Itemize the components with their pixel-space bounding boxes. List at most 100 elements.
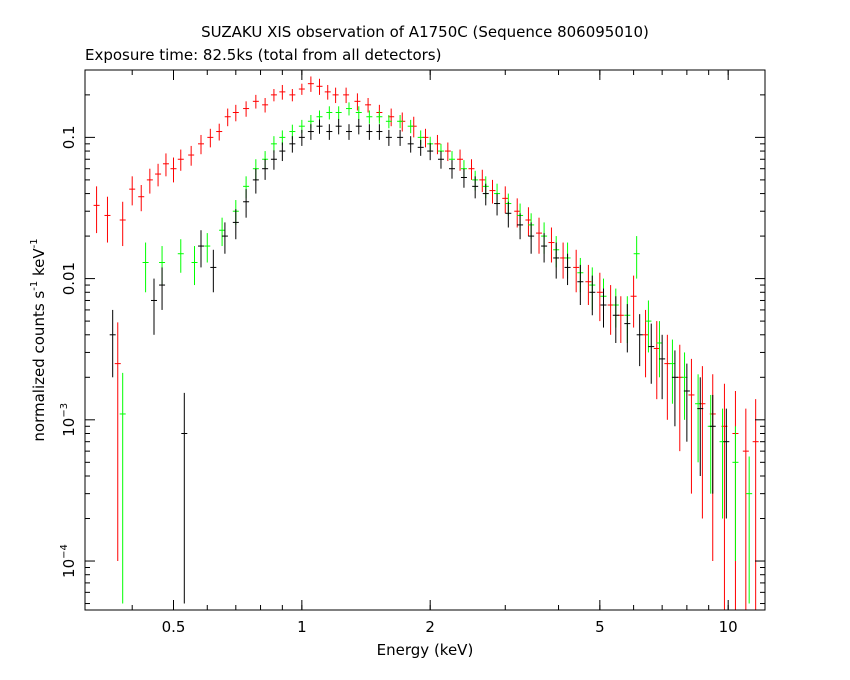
data-point (385, 115, 392, 129)
data-point (397, 129, 404, 146)
data-point (468, 159, 475, 180)
y-axis-label-base: normalized counts s (30, 291, 48, 442)
data-point (746, 456, 753, 604)
y-axis-label: normalized counts s-1 keV-1 (29, 238, 48, 441)
data-point (354, 93, 361, 111)
data-point (232, 209, 239, 240)
data-point (514, 198, 521, 228)
data-point (642, 309, 649, 378)
x-tick-label: 5 (595, 618, 605, 636)
data-point (262, 159, 269, 180)
data-point (177, 149, 184, 171)
data-point (207, 128, 214, 148)
data-point (181, 392, 188, 604)
y-axis-label-sup2: -1 (29, 238, 40, 248)
data-point (307, 76, 314, 92)
data-point (366, 110, 373, 124)
data-point (298, 83, 305, 95)
data-point (553, 242, 560, 279)
data-point (289, 89, 296, 102)
data-point (335, 106, 342, 120)
data-point (564, 253, 571, 286)
data-point (376, 124, 383, 140)
data-point (262, 98, 269, 113)
y-tick-label: 0.01 (60, 262, 78, 295)
data-point (683, 363, 690, 442)
data-point (146, 168, 153, 194)
data-point (270, 89, 277, 102)
data-point (191, 246, 198, 286)
x-axis-label: Energy (keV) (377, 641, 474, 659)
data-point (648, 323, 655, 384)
data-point (407, 119, 414, 134)
data-point (252, 168, 259, 194)
data-point (279, 142, 286, 162)
data-point (289, 136, 296, 153)
data-layer (93, 76, 759, 610)
data-point (355, 106, 362, 120)
data-point (138, 185, 145, 212)
data-point (345, 102, 352, 116)
y-tick-label: 10−3 (59, 403, 78, 437)
data-point (422, 128, 429, 148)
data-point (742, 408, 749, 610)
data-point (659, 334, 666, 400)
data-point (376, 110, 383, 124)
data-point (142, 242, 149, 293)
data-point (505, 201, 512, 228)
data-point (600, 288, 607, 328)
x-tick-label: 10 (719, 618, 738, 636)
data-point (159, 267, 166, 310)
data-point (697, 377, 704, 477)
data-point (612, 296, 619, 343)
data-point (448, 160, 455, 179)
data-point (573, 249, 580, 293)
data-point (326, 106, 333, 120)
data-point (397, 115, 404, 129)
data-point (221, 222, 228, 254)
series-1 (119, 102, 753, 604)
data-point (177, 239, 184, 273)
data-point (636, 314, 643, 367)
data-point (366, 124, 373, 140)
chart-title: SUZAKU XIS observation of A1750C (Sequen… (201, 23, 649, 41)
data-point (444, 142, 451, 162)
y-axis-label-sup1: -1 (29, 281, 40, 291)
data-point (664, 334, 671, 420)
data-point (243, 101, 250, 117)
data-point (119, 372, 126, 604)
data-point (607, 285, 614, 335)
data-point (630, 275, 637, 328)
data-point (170, 157, 177, 183)
data-point (204, 233, 211, 263)
data-point (345, 124, 352, 140)
data-point (656, 321, 663, 378)
data-point (252, 94, 259, 109)
data-point (653, 321, 660, 400)
data-point (437, 151, 444, 169)
data-point (525, 207, 532, 237)
data-point (219, 217, 226, 247)
data-point (155, 163, 162, 187)
data-point (335, 118, 342, 135)
data-point (434, 134, 441, 155)
data-point (332, 87, 339, 104)
data-point (732, 426, 739, 562)
data-point (460, 168, 467, 188)
data-point (723, 408, 730, 519)
data-point (270, 150, 277, 170)
x-tick-label: 1 (297, 618, 307, 636)
data-point (224, 108, 231, 127)
data-point (355, 118, 362, 135)
data-point (617, 296, 624, 343)
data-point (93, 186, 100, 234)
data-point (104, 196, 111, 243)
data-point (688, 358, 695, 494)
data-point (407, 136, 414, 153)
data-point (114, 322, 121, 562)
data-point (410, 116, 417, 138)
data-point (541, 233, 548, 263)
data-point (326, 124, 333, 140)
data-point (197, 134, 204, 155)
data-point (517, 213, 524, 240)
